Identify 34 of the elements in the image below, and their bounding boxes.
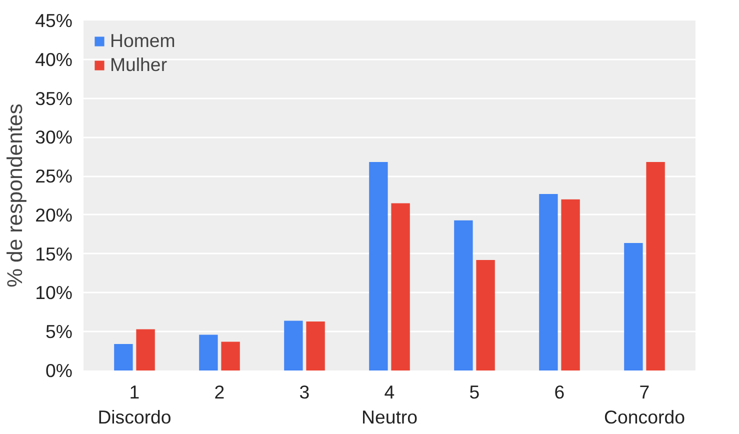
x-tick-label: 6: [554, 382, 565, 402]
bar: [284, 320, 303, 370]
x-tick-label: 7 Concordo: [604, 382, 685, 428]
bar: [221, 342, 240, 370]
bar: [369, 162, 388, 370]
y-tick-label: 35%: [35, 88, 73, 109]
bar: [114, 344, 133, 370]
legend-label: Homem: [110, 30, 176, 52]
y-axis-title: % de respondentes: [3, 104, 28, 288]
x-tick-label: 4 Neutro: [362, 382, 418, 428]
bar: [646, 162, 665, 370]
x-tick-label: 3: [299, 382, 310, 402]
y-tick-label: 25%: [35, 166, 73, 187]
y-tick-label: 5%: [46, 321, 73, 342]
bar: [199, 334, 218, 370]
bar: [306, 322, 325, 370]
x-tick-label: 2: [214, 382, 225, 402]
bar: [539, 194, 558, 370]
bar: [561, 199, 580, 370]
bar: [454, 220, 473, 370]
bar: [476, 260, 495, 370]
y-tick-label: 20%: [35, 204, 73, 226]
bar: [136, 329, 155, 370]
y-tick-label: 15%: [35, 243, 73, 264]
y-tick-label: 45%: [35, 10, 73, 31]
x-tick-label: 1 Discordo: [98, 382, 172, 428]
x-tick-label: 5: [469, 382, 480, 402]
y-tick-label: 30%: [35, 126, 73, 148]
y-tick-label: 40%: [35, 48, 73, 70]
y-tick-label: 0%: [46, 360, 73, 381]
legend-label: Mulher: [110, 54, 168, 76]
y-tick-label: 10%: [35, 282, 73, 304]
bar: [391, 203, 410, 370]
bar: [624, 242, 643, 370]
